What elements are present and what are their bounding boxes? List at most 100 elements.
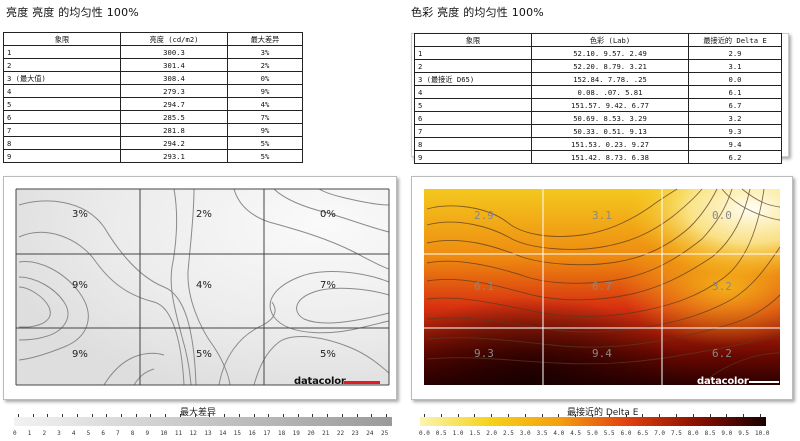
table-row: 9 293.1 5% [3, 149, 303, 163]
quadrant-6-label: 7% [320, 280, 336, 291]
color-legend-title: 最接近的 Delta E [567, 408, 639, 418]
table-cell: 6.7 [688, 98, 782, 112]
table-header-row: 象限 色彩 (Lab) 最接近的 Delta E [414, 33, 782, 47]
table-header-row: 象限 亮度 (cd/m2) 最大差异 [3, 32, 303, 46]
table-cell: 3 (最大值) [3, 71, 121, 85]
table-cell: 50.69. 8.53. 3.29 [531, 111, 689, 125]
table-cell: 0.08. .07. 5.81 [531, 85, 689, 99]
quadrant-1-label: 2.9 [474, 209, 494, 222]
legend-tick-mark [642, 414, 644, 417]
legend-tick-label: 5.0 [587, 430, 598, 437]
legend-tick-label: 12 [189, 430, 197, 437]
legend-tick-mark [726, 414, 728, 417]
legend-tick-mark [440, 414, 442, 417]
legend-tick-mark [760, 414, 761, 417]
luminance-contours [18, 188, 390, 386]
color-heading: 色彩 亮度 的均匀性 100% [411, 6, 544, 19]
legend-tick-label: 24 [366, 430, 374, 437]
table-row: 4 0.08. .07. 5.81 6.1 [414, 85, 782, 99]
legend-tick-mark [121, 414, 123, 417]
table-cell: 3 (最接近 D65) [414, 72, 532, 86]
quadrant-2-label: 2% [196, 209, 212, 220]
table-row: 1 52.10. 9.57. 2.49 2.9 [414, 46, 782, 60]
legend-tick-label: 4.0 [553, 430, 565, 437]
table-cell: 4% [227, 97, 303, 111]
table-cell: 301.4 [120, 58, 228, 72]
luminance-heading: 亮度 亮度 的均匀性 100% [6, 6, 139, 19]
table-row: 5 151.57. 9.42. 6.77 6.7 [414, 98, 782, 112]
legend-tick-mark [194, 414, 196, 417]
color-contours [426, 188, 781, 386]
quadrant-2-label: 3.1 [592, 209, 612, 222]
table-cell: 5 [414, 98, 532, 112]
quadrant-6-label: 3.2 [712, 280, 732, 293]
datacolor-logo-bar [344, 381, 380, 384]
table-cell: 152.84. 7.78. .25 [531, 72, 689, 86]
legend-tick-label: 3.5 [536, 430, 548, 437]
legend-tick-mark [253, 414, 255, 417]
luminance-legend-title: 最大差异 [180, 408, 217, 418]
legend-tick-mark [341, 414, 343, 417]
table-cell: 281.8 [120, 123, 228, 137]
table-cell: 6.1 [688, 85, 782, 99]
legend-tick-label: 6.0 [620, 430, 632, 437]
legend-tick-label: 4 [71, 430, 76, 437]
legend-tick-label: 25 [381, 430, 389, 437]
legend-tick-mark [386, 414, 387, 417]
table-cell: 1 [3, 45, 121, 59]
legend-tick-mark [135, 414, 137, 417]
table-cell: 5% [227, 136, 303, 150]
legend-tick-mark [491, 414, 493, 417]
quadrant-3-label: 0.0 [712, 209, 732, 222]
legend-tick-label: 19 [292, 430, 300, 437]
table-row: 6 50.69. 8.53. 3.29 3.2 [414, 111, 782, 125]
table-row: 2 301.4 2% [3, 58, 303, 72]
col-header-delta-e: 最接近的 Delta E [688, 33, 782, 47]
legend-tick-label: 3.0 [519, 430, 531, 437]
datacolor-logo-bar [749, 381, 779, 383]
luminance-legend-bar [14, 417, 392, 426]
color-contour-svg [424, 188, 781, 386]
color-table: 象限 色彩 (Lab) 最接近的 Delta E 1 52.10. 9.57. 2… [414, 33, 782, 164]
table-row: 6 285.5 7% [3, 110, 303, 124]
table-cell: 6 [3, 110, 121, 124]
legend-tick-mark [32, 414, 34, 417]
quadrant-3-label: 0% [320, 209, 336, 220]
legend-tick-mark [179, 414, 181, 417]
legend-tick-mark [474, 414, 476, 417]
table-cell: 5% [227, 149, 303, 163]
quadrant-9-label: 5% [320, 349, 336, 360]
legend-tick-label: 13 [204, 430, 212, 437]
luminance-table: 象限 亮度 (cd/m2) 最大差异 1 300.3 3% 2 301.4 2% 3 (最大… [3, 32, 303, 163]
quadrant-8-label: 9.4 [592, 347, 612, 360]
legend-tick-mark [709, 414, 711, 417]
table-row: 1 300.3 3% [3, 45, 303, 59]
legend-tick-label: 7.5 [671, 430, 682, 437]
legend-tick-label: 20 [307, 430, 315, 437]
legend-tick-mark [327, 414, 329, 417]
legend-tick-label: 14 [219, 430, 227, 437]
col-header-luminance: 亮度 (cd/m2) [120, 32, 228, 46]
table-cell: 151.57. 9.42. 6.77 [531, 98, 689, 112]
col-header-quadrant: 象限 [3, 32, 121, 46]
legend-tick-mark [62, 414, 64, 417]
luminance-map: 3% 2% 0% 9% 4% 7% 9% 5% 5% datacolor [3, 176, 397, 400]
table-cell: 300.3 [120, 45, 228, 59]
quadrant-5-label: 4% [196, 280, 212, 291]
table-cell: 0% [227, 71, 303, 85]
legend-tick-mark [106, 414, 108, 417]
legend-tick-mark [524, 414, 526, 417]
col-header-max-diff: 最大差异 [227, 32, 303, 46]
legend-tick-label: 10.0 [755, 430, 770, 437]
color-legend-bar [420, 417, 766, 426]
table-cell: 9% [227, 123, 303, 137]
table-cell: 2 [414, 59, 532, 73]
legend-tick-label: 15 [233, 430, 242, 437]
legend-tick-mark [541, 414, 543, 417]
legend-tick-mark [424, 414, 425, 417]
table-cell: 294.2 [120, 136, 228, 150]
legend-tick-label: 22 [336, 430, 345, 437]
table-row: 9 151.42. 8.73. 6.38 6.2 [414, 150, 782, 164]
legend-tick-label: 8.0 [687, 430, 699, 437]
table-cell: 9 [3, 149, 121, 163]
